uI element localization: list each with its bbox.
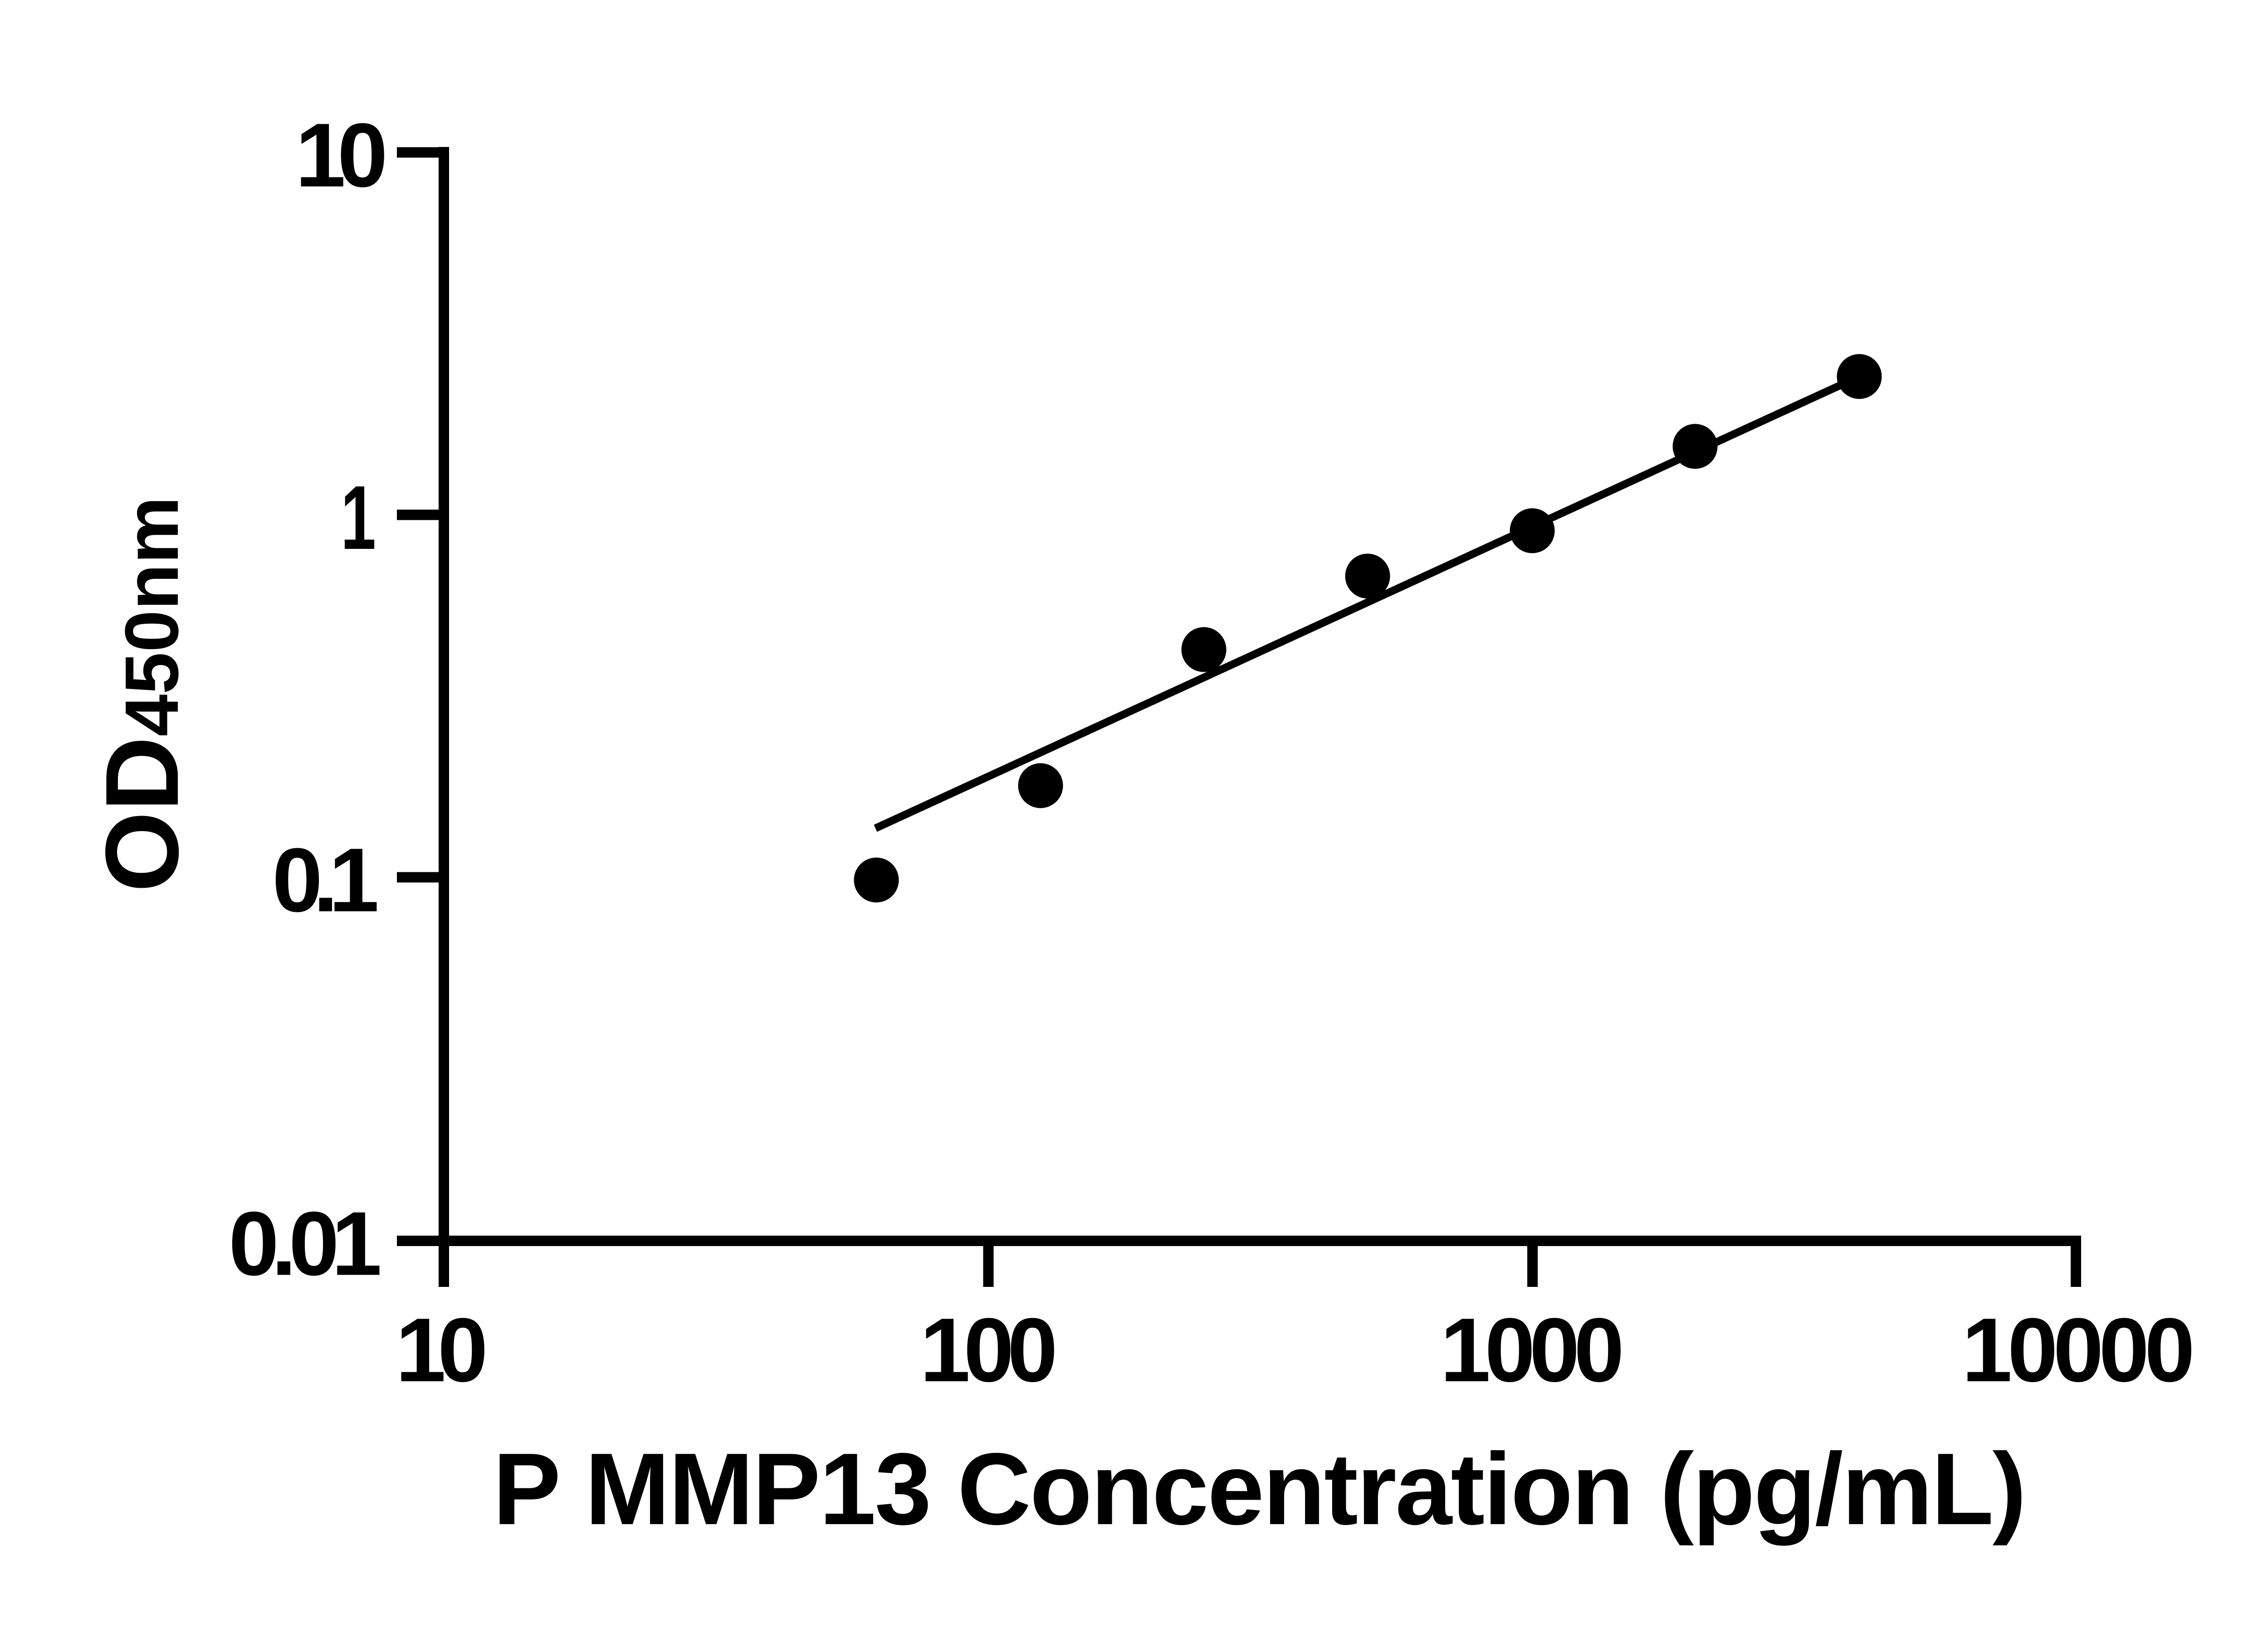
svg-text:P MMP13 Concentration (pg/mL): P MMP13 Concentration (pg/mL) — [493, 1432, 2027, 1546]
svg-text:10: 10 — [396, 1300, 488, 1401]
svg-text:10: 10 — [295, 105, 388, 206]
svg-text:0.1: 0.1 — [272, 830, 379, 931]
svg-text:1000: 1000 — [1440, 1300, 1624, 1401]
svg-text:1: 1 — [341, 467, 376, 568]
svg-text:10000: 10000 — [1962, 1300, 2195, 1401]
svg-text:0.01: 0.01 — [229, 1193, 382, 1295]
svg-text:100: 100 — [920, 1300, 1058, 1401]
